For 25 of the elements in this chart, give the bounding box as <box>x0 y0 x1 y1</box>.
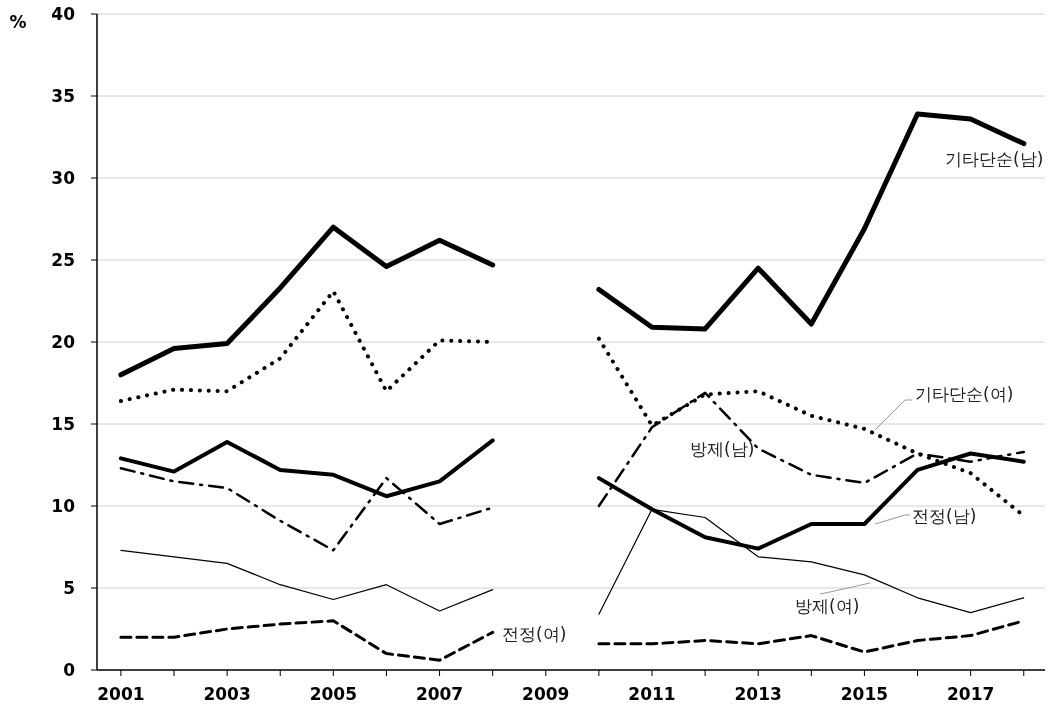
y-tick-label: 10 <box>51 496 76 516</box>
series-label: 전정(남) <box>912 506 977 526</box>
x-tick-label: 2007 <box>415 684 464 704</box>
x-tick-label: 2013 <box>734 684 782 704</box>
y-axis-title: % <box>9 12 27 32</box>
x-tick-label: 2017 <box>946 684 995 704</box>
y-tick-label: 20 <box>51 332 76 352</box>
series-label: 방제(여) <box>795 596 860 616</box>
y-tick-label: 25 <box>51 250 75 270</box>
y-tick-label: 30 <box>51 168 76 188</box>
y-tick-label: 40 <box>51 4 76 24</box>
y-tick-label: 5 <box>63 578 75 598</box>
text: 기타단순(여) <box>915 384 1014 404</box>
y-tick-label: 0 <box>63 660 76 680</box>
x-tick-label: 2003 <box>203 684 251 704</box>
series-label: 기타단순(남) <box>945 149 1044 169</box>
x-tick-label: 2001 <box>97 684 145 704</box>
y-tick-label: 15 <box>51 414 75 434</box>
x-tick-label: 2005 <box>309 684 357 704</box>
series-label: 방제(남) <box>690 439 755 459</box>
x-tick-label: 2009 <box>522 684 570 704</box>
x-tick-label: 2015 <box>840 684 889 704</box>
y-tick-label: 35 <box>51 86 75 106</box>
series-label: 전정(여) <box>502 624 567 644</box>
x-tick-label: 2011 <box>628 684 676 704</box>
